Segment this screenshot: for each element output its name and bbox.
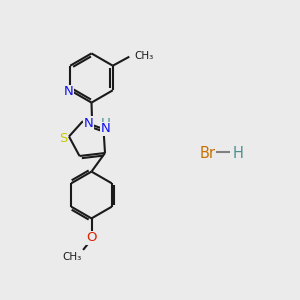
Text: H: H [232, 146, 243, 160]
Text: O: O [86, 231, 97, 244]
Text: N: N [64, 85, 74, 98]
Text: S: S [59, 131, 68, 145]
Text: N: N [101, 122, 111, 136]
Text: N: N [84, 117, 93, 130]
Text: CH₃: CH₃ [62, 252, 81, 262]
Text: Br: Br [200, 146, 215, 160]
Text: H: H [100, 117, 110, 130]
Text: CH₃: CH₃ [135, 51, 154, 61]
